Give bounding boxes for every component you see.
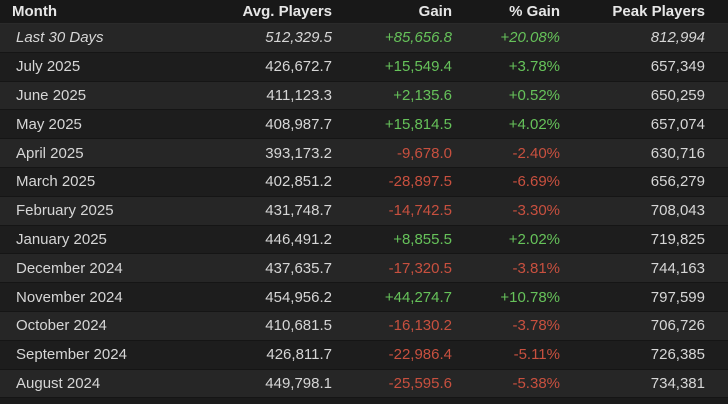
row-avg-players: 410,681.5 xyxy=(265,317,332,335)
header-percent-gain[interactable]: % Gain xyxy=(509,3,560,20)
row-percent-gain: -5.11% xyxy=(513,346,560,364)
row-percent-gain: +20.08% xyxy=(500,29,560,47)
row-avg-players: 454,956.2 xyxy=(265,288,332,306)
row-peak-players: 797,599 xyxy=(650,288,705,306)
row-gain: -25,595.6 xyxy=(388,374,452,392)
row-peak-players: 708,043 xyxy=(650,202,705,220)
row-avg-players: 408,987.7 xyxy=(265,115,332,133)
row-gain: +15,814.5 xyxy=(384,115,452,133)
row-gain: +44,274.7 xyxy=(384,288,452,306)
row-avg-players: 431,748.7 xyxy=(265,202,332,220)
row-gain: -22,986.4 xyxy=(388,346,452,364)
header-peak-players[interactable]: Peak Players xyxy=(612,3,705,20)
row-month: April 2025 xyxy=(16,144,84,162)
row-month: July 2025 xyxy=(16,58,81,76)
row-percent-gain: -5.38% xyxy=(512,374,560,392)
row-percent-gain: +10.78% xyxy=(500,288,560,306)
row-peak-players: 657,349 xyxy=(650,58,705,76)
row-avg-players: 426,672.7 xyxy=(265,58,332,76)
row-peak-players: 734,381 xyxy=(650,374,705,392)
table-row: Last 30 Days 512,329.5 +85,656.8 +20.08% 812… xyxy=(0,24,728,53)
table-header: Month Avg. Players Gain % Gain Peak Play… xyxy=(0,0,728,24)
table-row: July 2025 426,672.7 +15,549.4 +3.78% 657,349 xyxy=(0,52,728,82)
row-percent-gain: +0.52% xyxy=(508,86,560,104)
row-avg-players: 426,811.7 xyxy=(266,346,332,364)
row-month: May 2025 xyxy=(16,115,82,133)
row-peak-players: 650,259 xyxy=(650,86,705,104)
row-peak-players: 812,994 xyxy=(650,29,705,47)
row-gain: -14,742.5 xyxy=(388,202,452,220)
row-peak-players: 719,825 xyxy=(650,230,705,248)
table-row: October 2024 410,681.5 -16,130.2 -3.78% 706,… xyxy=(0,311,728,341)
table-row: June 2025 411,123.3 +2,135.6 +0.52% 650,259 xyxy=(0,81,728,111)
row-peak-players: 706,726 xyxy=(650,317,705,335)
row-gain: +8,855.5 xyxy=(393,230,452,248)
table-row: September 2024 426,811.7 -22,986.4 -5.11% 72… xyxy=(0,340,728,370)
row-month: February 2025 xyxy=(16,202,114,220)
row-month: August 2024 xyxy=(16,374,101,392)
row-gain: +85,656.8 xyxy=(384,29,452,47)
row-peak-players: 656,279 xyxy=(650,173,705,191)
table-row: December 2024 437,635.7 -17,320.5 -3.81% 744… xyxy=(0,254,728,284)
row-percent-gain: -3.81% xyxy=(512,259,560,277)
row-percent-gain: +4.02% xyxy=(508,115,560,133)
row-percent-gain: -3.78% xyxy=(512,317,560,335)
row-month: November 2024 xyxy=(16,288,123,306)
row-avg-players: 393,173.2 xyxy=(265,144,332,162)
header-month[interactable]: Month xyxy=(12,3,57,20)
header-avg-players[interactable]: Avg. Players xyxy=(242,3,333,20)
row-gain: -9,678.0 xyxy=(396,144,452,162)
row-avg-players: 411,123.3 xyxy=(266,86,332,104)
row-avg-players: 512,329.5 xyxy=(265,29,332,47)
table-row: April 2025 393,173.2 -9,678.0 -2.40% 630,716 xyxy=(0,139,728,168)
table-row: March 2025 402,851.2 -28,897.5 -6.69% 656,27… xyxy=(0,167,728,197)
row-gain: -28,897.5 xyxy=(388,173,452,191)
row-peak-players: 630,716 xyxy=(650,144,705,162)
row-peak-players: 744,163 xyxy=(650,259,705,277)
row-percent-gain: +3.78% xyxy=(508,58,560,76)
row-month: December 2024 xyxy=(16,259,123,277)
row-percent-gain: -6.69% xyxy=(512,173,560,191)
row-avg-players: 449,798.1 xyxy=(265,374,332,392)
row-month: Last 30 Days xyxy=(16,29,104,47)
row-avg-players: 437,635.7 xyxy=(265,259,332,277)
row-avg-players: 446,491.2 xyxy=(265,230,332,248)
row-gain: +2,135.6 xyxy=(393,86,452,104)
row-percent-gain: -3.30% xyxy=(512,202,560,220)
row-peak-players: 657,074 xyxy=(650,115,705,133)
table-body: Last 30 Days 512,329.5 +85,656.8 +20.08% 812… xyxy=(0,24,728,399)
table-row: August 2024 449,798.1 -25,595.6 -5.38% 734,3… xyxy=(0,369,728,399)
row-month: September 2024 xyxy=(16,346,127,364)
header-gain[interactable]: Gain xyxy=(418,3,452,20)
row-peak-players: 726,385 xyxy=(650,346,705,364)
row-percent-gain: -2.40% xyxy=(512,144,560,162)
table-row: February 2025 431,748.7 -14,742.5 -3.30% 708… xyxy=(0,196,728,226)
row-month: October 2024 xyxy=(16,317,107,335)
row-month: March 2025 xyxy=(16,173,96,191)
table-row: January 2025 446,491.2 +8,855.5 +2.02% 719,8… xyxy=(0,225,728,255)
row-month: June 2025 xyxy=(16,86,87,104)
table-row: November 2024 454,956.2 +44,274.7 +10.78% 79… xyxy=(0,283,728,312)
row-gain: +15,549.4 xyxy=(384,58,452,76)
row-avg-players: 402,851.2 xyxy=(265,173,332,191)
row-gain: -16,130.2 xyxy=(388,317,452,335)
row-gain: -17,320.5 xyxy=(388,259,452,277)
row-month: January 2025 xyxy=(16,230,107,248)
table-row: May 2025 408,987.7 +15,814.5 +4.02% 657,074 xyxy=(0,110,728,140)
row-percent-gain: +2.02% xyxy=(508,230,560,248)
